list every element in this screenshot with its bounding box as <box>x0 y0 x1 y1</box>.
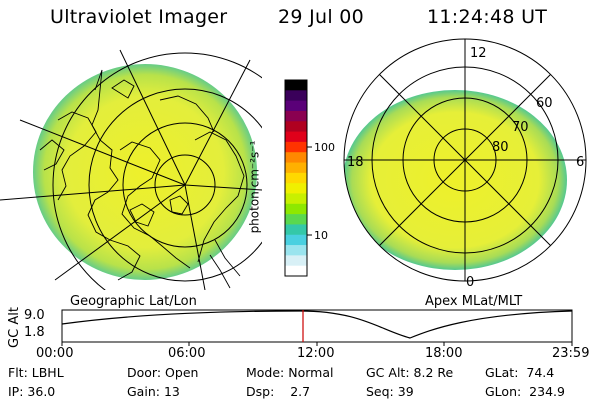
colorbar-segment <box>285 131 307 143</box>
mlt-label-12: 12 <box>470 46 487 61</box>
colorbar-segment <box>285 214 307 226</box>
colorbar-unit-label: photon cm⁻²s⁻¹ <box>247 140 262 234</box>
colorbar-segment <box>285 255 307 267</box>
time-label: 11:24:48 UT <box>427 6 548 28</box>
orbit-xtick-2359: 23:59 <box>552 346 590 361</box>
colorbar-segment <box>285 121 307 133</box>
glon-label: GLon: <box>485 384 522 399</box>
orbit-xtick-1200: 12:00 <box>297 346 335 361</box>
right-map-caption: Apex MLat/MLT <box>425 294 523 309</box>
orbit-xtick-0600: 06:00 <box>168 346 206 361</box>
app-title: Ultraviolet Imager <box>50 6 228 28</box>
altitude-curve <box>61 310 573 339</box>
colorbar-segment <box>285 172 307 184</box>
colorbar-segment <box>285 265 307 277</box>
orbit-xtick-0000: 00:00 <box>36 346 74 361</box>
mlt-label-18: 18 <box>347 155 364 170</box>
mlat-label-70: 70 <box>512 120 529 135</box>
colorbar-segment <box>285 203 307 215</box>
colorbar-segment <box>285 183 307 195</box>
mlt-label-6: 6 <box>576 155 585 170</box>
orbit-ylabel: GC Alt <box>6 307 22 348</box>
ip-value: 36.0 <box>27 384 56 399</box>
colorbar-segment <box>285 152 307 164</box>
apex-mlat-mlt-map <box>343 38 587 282</box>
glat-label: GLat: <box>485 365 519 380</box>
mlat-label-60: 60 <box>536 96 553 111</box>
dsp-label: Dsp: <box>246 384 275 399</box>
mode-value: Normal <box>288 365 334 380</box>
colorbar-segment <box>285 80 307 91</box>
orbit-ytick-low: 1.8 <box>24 325 45 340</box>
colorbar-segment <box>285 234 307 246</box>
lat-lon-grid <box>0 49 262 290</box>
colorbar-segment <box>285 224 307 236</box>
colorbar-segment <box>285 245 307 256</box>
polar-grid <box>343 38 587 282</box>
seq-value: 39 <box>397 384 414 399</box>
mode-label: Mode: <box>246 365 285 380</box>
colorbar-tick-100: 100 <box>314 141 335 154</box>
date-label: 29 Jul 00 <box>278 6 365 28</box>
door-value: Open <box>165 365 199 380</box>
geographic-map <box>0 49 262 290</box>
colorbar-segment <box>285 100 307 112</box>
gcalt-value: 8.2 Re <box>413 365 454 380</box>
colorbar <box>284 79 312 277</box>
colorbar-tick-10: 10 <box>314 229 328 242</box>
coastlines <box>39 69 245 289</box>
flt-label: Flt: <box>8 365 28 380</box>
flt-value: LBHL <box>31 365 64 380</box>
colorbar-segment <box>285 90 307 102</box>
door-label: Door: <box>127 365 162 380</box>
orbit-altitude-panel <box>61 309 573 346</box>
seq-label: Seq: <box>366 384 394 399</box>
orbit-ytick-high: 9.0 <box>24 308 45 323</box>
colorbar-segment <box>285 193 307 205</box>
orbit-xtick-1800: 18:00 <box>425 346 463 361</box>
dsp-value: 2.7 <box>290 384 311 399</box>
mlt-label-0: 0 <box>466 275 475 290</box>
ip-label: IP: <box>8 384 24 399</box>
left-map-caption: Geographic Lat/Lon <box>70 294 197 309</box>
colorbar-segment <box>285 110 307 122</box>
colorbar-segment <box>285 162 307 174</box>
gain-value: 13 <box>163 384 180 399</box>
gain-label: Gain: <box>127 384 160 399</box>
aurora-image-left <box>33 64 257 280</box>
glon-value: 234.9 <box>529 384 565 399</box>
glat-value: 74.4 <box>526 365 555 380</box>
gcalt-label: GC Alt: <box>366 365 410 380</box>
mlat-label-80: 80 <box>492 140 509 155</box>
colorbar-segment <box>285 141 307 153</box>
